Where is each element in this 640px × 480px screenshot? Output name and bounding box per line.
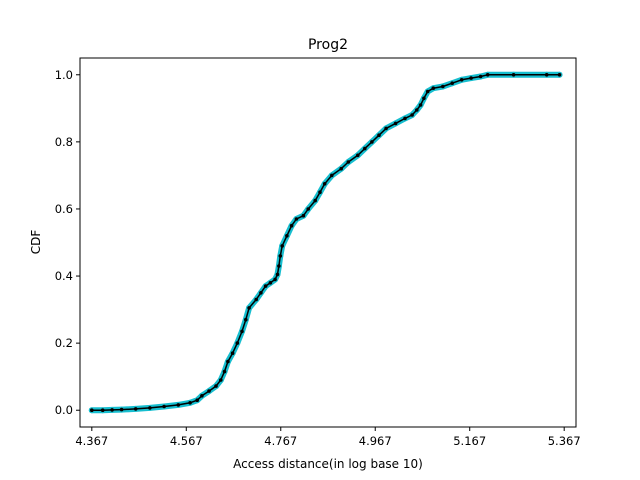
cdf-point: [294, 217, 299, 221]
cdf-point: [162, 404, 166, 409]
cdf-point: [450, 81, 455, 85]
x-tick-label: 4.567: [170, 434, 203, 448]
cdf-point: [339, 166, 344, 171]
cdf-point: [268, 281, 273, 285]
cdf-point: [222, 369, 227, 374]
y-tick-label: 0.8: [55, 135, 73, 149]
cdf-point: [289, 223, 294, 228]
cdf-point: [356, 153, 360, 158]
x-tick-label: 5.167: [453, 434, 486, 448]
cdf-point: [188, 401, 192, 405]
cdf-point: [280, 244, 285, 248]
cdf-point: [363, 146, 367, 151]
cdf-point: [370, 140, 374, 144]
cdf-point: [485, 73, 490, 77]
cdf-point: [176, 403, 181, 407]
x-tick-label: 4.767: [264, 434, 297, 448]
cdf-point: [273, 277, 277, 282]
cdf-point: [133, 407, 138, 411]
cdf-point: [557, 73, 562, 77]
cdf-point: [415, 108, 419, 112]
y-tick-label: 0.0: [55, 403, 73, 417]
cdf-point: [306, 207, 311, 211]
cdf-point: [110, 408, 114, 412]
y-tick-label: 1.0: [55, 68, 73, 82]
cdf-point: [410, 113, 414, 117]
cdf-point: [254, 297, 258, 302]
cdf-point: [330, 173, 334, 178]
y-tick-label: 0.2: [55, 336, 73, 350]
cdf-point: [219, 378, 223, 382]
cdf-point: [393, 121, 398, 126]
cdf-point: [478, 74, 483, 79]
cdf-point: [240, 329, 244, 334]
x-tick-label: 4.367: [75, 434, 108, 448]
cdf-point: [403, 116, 407, 121]
cdf-point: [278, 254, 283, 258]
point-series: [90, 73, 562, 413]
cdf-point: [235, 341, 240, 345]
cdf-point: [263, 284, 268, 288]
y-tick-label: 0.6: [55, 202, 73, 216]
cdf-point: [313, 198, 318, 203]
cdf-point: [459, 78, 464, 82]
cdf-point: [384, 126, 388, 131]
cdf-point: [422, 96, 426, 101]
cdf-point: [322, 182, 327, 186]
cdf-point: [441, 84, 445, 89]
y-tick-label: 0.4: [55, 269, 73, 283]
cdf-point: [195, 398, 199, 403]
cdf-point: [200, 394, 204, 398]
cdf-point: [277, 264, 281, 268]
cdf-point: [148, 406, 152, 410]
y-axis-ticks: 0.0 0.2 0.4 0.6 0.8 1.0: [55, 68, 80, 417]
x-tick-label: 5.367: [548, 434, 581, 448]
cdf-point: [275, 272, 280, 277]
cdf-point: [318, 190, 322, 194]
y-axis-label: CDF: [29, 230, 43, 255]
cdf-point: [214, 384, 218, 388]
cdf-point: [431, 86, 436, 90]
cdf-point: [244, 317, 248, 322]
cdf-point: [207, 389, 211, 393]
axes-frame: [79, 57, 577, 428]
cdf-point: [418, 103, 423, 107]
x-axis-label: Access distance(in log base 10): [233, 457, 423, 471]
cdf-point: [90, 408, 94, 413]
cdf-point: [230, 351, 235, 356]
cdf-point: [285, 234, 289, 238]
cdf-point: [511, 73, 516, 77]
chart-title: Prog2: [308, 37, 348, 53]
cdf-point: [259, 291, 263, 295]
cdf-point: [346, 160, 351, 164]
x-axis-ticks: 4.367 4.567 4.767 4.967 5.167 5.367: [75, 427, 581, 448]
cdf-point: [226, 359, 230, 364]
plot-area: [88, 71, 563, 414]
cdf-point: [100, 408, 105, 413]
cdf-point: [119, 407, 124, 412]
cdf-point: [469, 76, 473, 80]
x-tick-label: 4.967: [359, 434, 392, 448]
cdf-point: [425, 89, 430, 94]
cdf-point: [377, 133, 381, 137]
cdf-point: [247, 306, 251, 310]
cdf-point: [301, 213, 306, 218]
cdf-point: [544, 73, 549, 77]
